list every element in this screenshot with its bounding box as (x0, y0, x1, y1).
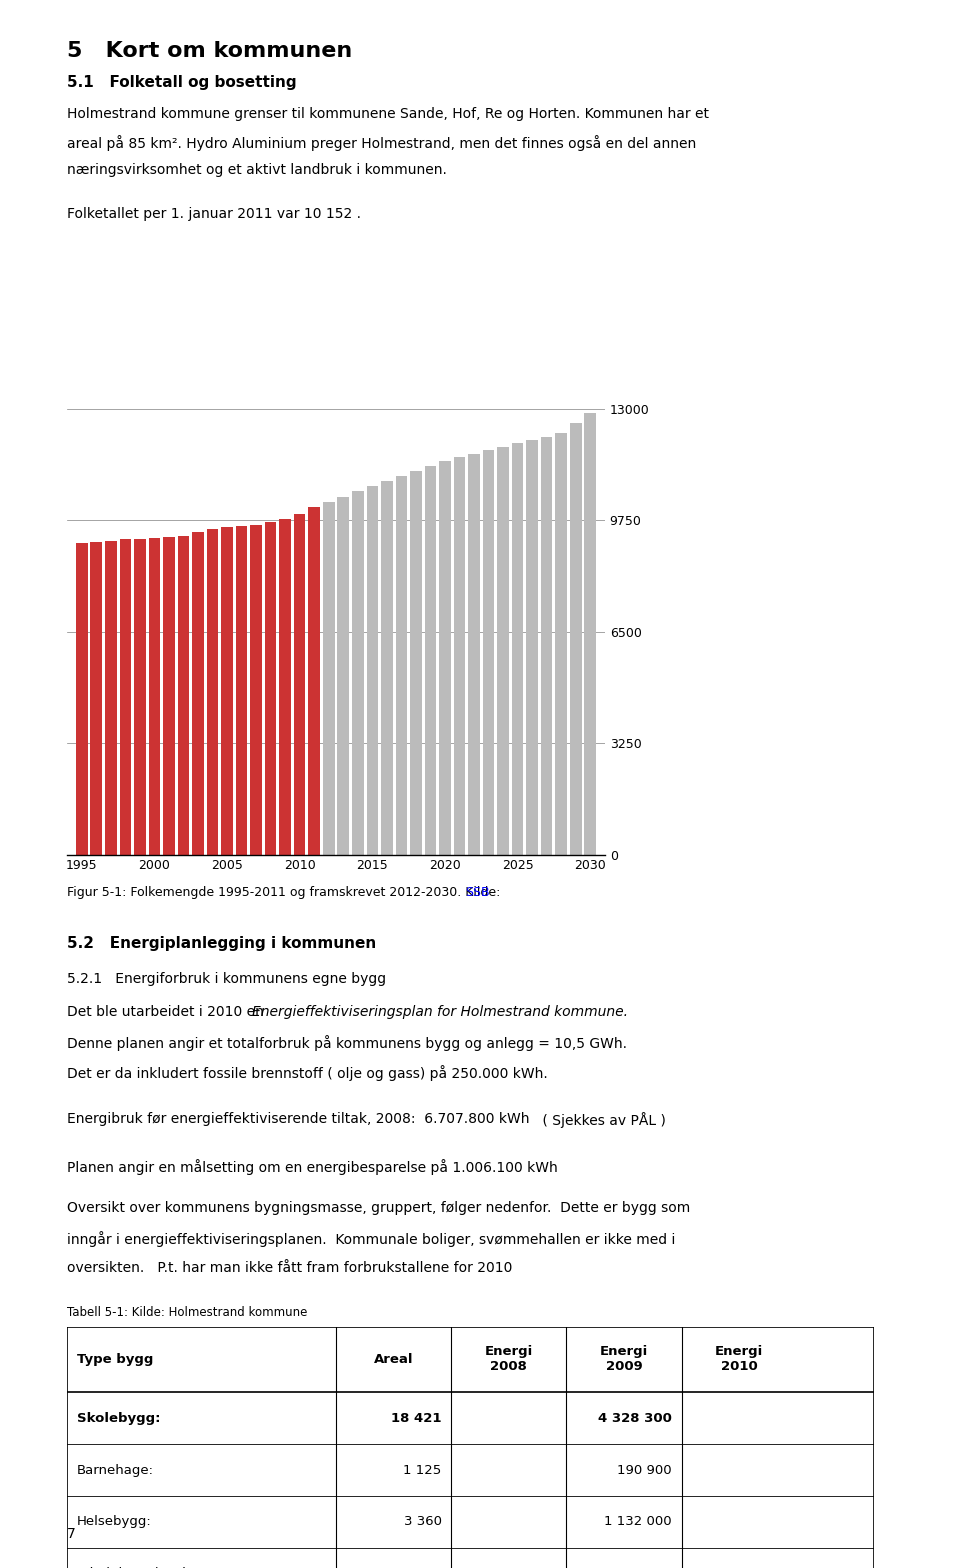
Text: næringsvirksomhet og et aktivt landbruk i kommunen.: næringsvirksomhet og et aktivt landbruk … (67, 163, 447, 177)
Bar (454, 458, 466, 855)
Bar (251, 525, 262, 855)
Text: Energi
2010: Energi 2010 (715, 1345, 763, 1374)
Bar (163, 536, 175, 855)
Text: Planen angir en målsetting om en energibesparelse på 1.006.100 kWh: Planen angir en målsetting om en energib… (67, 1159, 558, 1174)
Text: 4 328 300: 4 328 300 (598, 1411, 672, 1425)
Text: Figur 5-1: Folkemengde 1995-2011 og framskrevet 2012-2030. Kilde:: Figur 5-1: Folkemengde 1995-2011 og fram… (67, 886, 505, 898)
Bar (570, 423, 582, 855)
Bar (119, 539, 132, 855)
Bar (149, 538, 160, 855)
Bar (468, 453, 480, 855)
Text: Energieffektiviseringsplan for Holmestrand kommune.: Energieffektiviseringsplan for Holmestra… (252, 1005, 629, 1019)
Bar (512, 444, 523, 855)
Bar (396, 477, 407, 855)
Text: 5   Kort om kommunen: 5 Kort om kommunen (67, 41, 352, 61)
Text: 1 125: 1 125 (403, 1463, 442, 1477)
Text: 3 360: 3 360 (403, 1515, 442, 1529)
Bar (526, 441, 538, 855)
Bar (338, 497, 349, 855)
Text: 5.1   Folketall og bosetting: 5.1 Folketall og bosetting (67, 75, 297, 91)
Bar (308, 506, 320, 855)
Bar (367, 486, 378, 855)
Text: 18 421: 18 421 (391, 1411, 442, 1425)
Bar (90, 543, 102, 855)
Bar (556, 433, 567, 855)
Text: areal på 85 km². Hydro Aluminium preger Holmestrand, men det finnes også en del : areal på 85 km². Hydro Aluminium preger … (67, 135, 696, 151)
Bar (424, 466, 436, 855)
Text: Energibruk før energieffektiviserende tiltak, 2008:  6.707.800 kWh: Energibruk før energieffektiviserende ti… (67, 1112, 530, 1126)
Bar (265, 522, 276, 855)
Bar (221, 527, 233, 855)
Text: 5.2   Energiplanlegging i kommunen: 5.2 Energiplanlegging i kommunen (67, 936, 376, 952)
Text: Areal: Areal (373, 1353, 414, 1366)
Bar (483, 450, 494, 855)
Bar (352, 491, 364, 855)
Bar (134, 539, 146, 855)
Text: Tabell 5-1: Kilde: Holmestrand kommune: Tabell 5-1: Kilde: Holmestrand kommune (67, 1306, 307, 1319)
Text: oversikten.   P.t. har man ikke fått fram forbrukstallene for 2010: oversikten. P.t. har man ikke fått fram … (67, 1261, 513, 1275)
Text: Denne planen angir et totalforbruk på kommunens bygg og anlegg = 10,5 GWh.: Denne planen angir et totalforbruk på ko… (67, 1035, 627, 1051)
Bar (540, 436, 553, 855)
Bar (192, 533, 204, 855)
Bar (76, 543, 87, 855)
Text: Oversikt over kommunens bygningsmasse, gruppert, følger nedenfor.  Dette er bygg: Oversikt over kommunens bygningsmasse, g… (67, 1201, 690, 1215)
Bar (439, 461, 451, 855)
Text: Helsebygg:: Helsebygg: (77, 1515, 152, 1529)
Text: inngår i energieffektiviseringsplanen.  Kommunale boliger, svømmehallen er ikke : inngår i energieffektiviseringsplanen. K… (67, 1231, 676, 1247)
Text: Energi
2009: Energi 2009 (600, 1345, 648, 1374)
Text: 5.2.1   Energiforbruk i kommunens egne bygg: 5.2.1 Energiforbruk i kommunens egne byg… (67, 972, 386, 986)
Bar (236, 527, 248, 855)
Text: SSB: SSB (466, 886, 491, 898)
Text: 1 132 000: 1 132 000 (604, 1515, 672, 1529)
Bar (497, 447, 509, 855)
Text: ( Sjekkes av PÅL ): ( Sjekkes av PÅL ) (538, 1112, 665, 1127)
Text: Skolebygg:: Skolebygg: (77, 1411, 160, 1425)
Text: Type bygg: Type bygg (77, 1353, 154, 1366)
Text: Energi
2008: Energi 2008 (485, 1345, 533, 1374)
Bar (323, 502, 334, 855)
Bar (178, 536, 189, 855)
Bar (105, 541, 116, 855)
Text: Barnehage:: Barnehage: (77, 1463, 154, 1477)
Bar (279, 519, 291, 855)
Bar (206, 528, 218, 855)
Bar (410, 470, 421, 855)
Text: Holmestrand kommune grenser til kommunene Sande, Hof, Re og Horten. Kommunen har: Holmestrand kommune grenser til kommunen… (67, 107, 709, 121)
Text: 7: 7 (67, 1527, 76, 1541)
Text: Det ble utarbeidet i 2010 en: Det ble utarbeidet i 2010 en (67, 1005, 269, 1019)
Bar (585, 412, 596, 855)
Text: 190 900: 190 900 (617, 1463, 672, 1477)
Bar (294, 514, 305, 855)
Text: Det er da inkludert fossile brennstoff ( olje og gass) på 250.000 kWh.: Det er da inkludert fossile brennstoff (… (67, 1065, 548, 1080)
Bar (381, 481, 393, 855)
Text: Folketallet per 1. januar 2011 var 10 152 .: Folketallet per 1. januar 2011 var 10 15… (67, 207, 361, 221)
